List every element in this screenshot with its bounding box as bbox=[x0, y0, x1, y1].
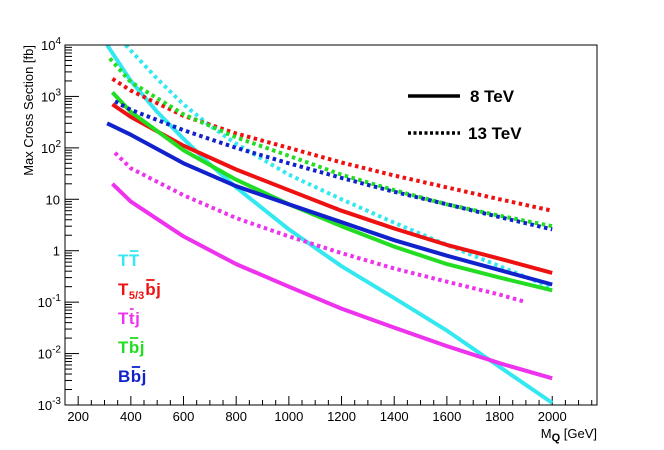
series-line-tt-8tev bbox=[105, 45, 554, 405]
y-tick-base: 10 bbox=[38, 347, 52, 362]
y-tick-base: 10 bbox=[41, 38, 55, 53]
series-line-tt-13tev bbox=[124, 45, 553, 290]
energy-legend: 8 TeV 13 TeV bbox=[408, 87, 522, 143]
y-tick-label: 102 bbox=[41, 139, 61, 156]
x-tick-label: 400 bbox=[120, 409, 142, 424]
series-line-ttj-8tev bbox=[111, 182, 553, 381]
y-tick-label: 1 bbox=[53, 244, 60, 259]
x-tick-label: 200 bbox=[67, 409, 89, 424]
y-tick-base: 10 bbox=[38, 295, 52, 310]
legend-label-8tev: 8 TeV bbox=[470, 87, 515, 106]
process-label-part: T bbox=[118, 280, 129, 299]
y-tick-exponent: -2 bbox=[52, 345, 61, 356]
y-tick-base: 10 bbox=[41, 89, 55, 104]
y-tick-base: 10 bbox=[38, 398, 52, 413]
process-label-part: T bbox=[118, 251, 129, 270]
y-tick-exponent: -1 bbox=[52, 293, 61, 304]
x-tick-label: 1000 bbox=[274, 409, 303, 424]
y-tick-label: 10-1 bbox=[38, 293, 62, 310]
y-tick-label: 10-2 bbox=[38, 345, 62, 362]
y-tick-exponent: -3 bbox=[52, 396, 61, 407]
y-tick-label: 10 bbox=[46, 192, 60, 207]
legend-label-13tev: 13 TeV bbox=[468, 124, 522, 143]
y-tick-label: 103 bbox=[41, 87, 61, 104]
process-label-part: 5/3 bbox=[129, 290, 144, 302]
process-label-part: j bbox=[141, 367, 147, 386]
process-label-part: j bbox=[155, 280, 161, 299]
series-line-tbj-13tev bbox=[108, 57, 553, 229]
plot-frame bbox=[64, 44, 598, 406]
x-tick-label: 2000 bbox=[538, 409, 567, 424]
x-tick-label: 1600 bbox=[432, 409, 461, 424]
process-label-part: b bbox=[129, 338, 139, 357]
process-label-t53bj: T 5/3 b j bbox=[118, 279, 161, 302]
series-line-bbj-13tev bbox=[114, 99, 553, 232]
y-axis-title: Max Cross Section [fb] bbox=[21, 45, 36, 176]
process-label-part: T bbox=[129, 251, 140, 270]
y-tick-exponent: 2 bbox=[55, 139, 61, 150]
process-label-part: b bbox=[131, 367, 141, 386]
process-label-part: j bbox=[134, 309, 140, 328]
process-label-part: j bbox=[139, 338, 145, 357]
y-tick-exponent: 3 bbox=[55, 87, 61, 98]
y-tick-base: 10 bbox=[41, 141, 55, 156]
process-label-part: T bbox=[118, 309, 129, 328]
x-tick-label: 1200 bbox=[327, 409, 356, 424]
x-tick-label: 800 bbox=[225, 409, 247, 424]
x-tick-label: 1800 bbox=[485, 409, 514, 424]
x-axis-title: MQ [GeV] bbox=[541, 426, 597, 444]
process-label-part: b bbox=[145, 280, 155, 299]
y-tick-label: 10-3 bbox=[38, 396, 62, 413]
process-legend: T TT 5/3 b jT t jT b jB b j bbox=[118, 250, 161, 386]
process-label-part: t bbox=[129, 309, 135, 328]
y-tick-exponent: 4 bbox=[55, 36, 61, 47]
process-label-part: T bbox=[118, 338, 129, 357]
series-line-bbj-8tev bbox=[106, 121, 553, 287]
process-label-part: B bbox=[118, 367, 130, 386]
series-line-t53bj-13tev bbox=[111, 77, 553, 213]
x-tick-label: 1400 bbox=[380, 409, 409, 424]
x-tick-label: 600 bbox=[173, 409, 195, 424]
y-tick-label: 104 bbox=[41, 36, 61, 53]
series-line-ttj-13tev bbox=[113, 151, 527, 305]
